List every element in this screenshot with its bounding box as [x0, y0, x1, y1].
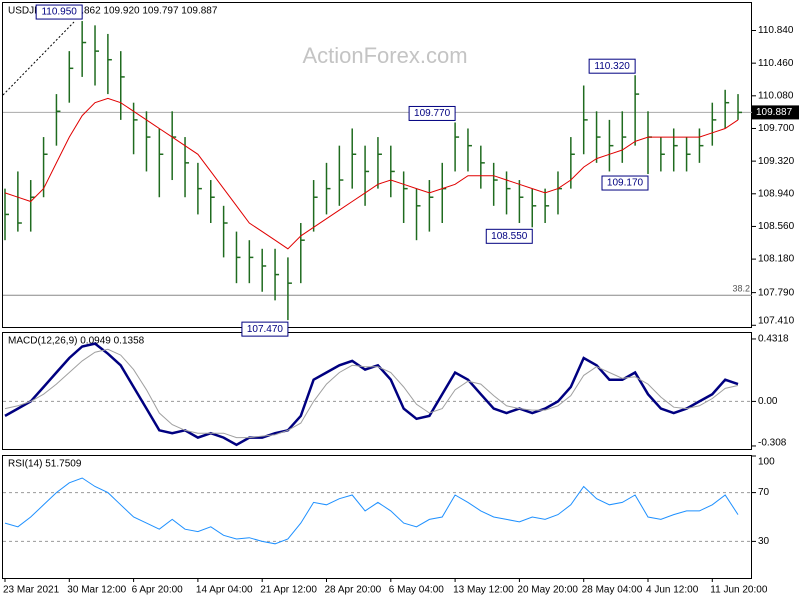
y-tick-label: 109.700: [758, 123, 795, 134]
y-tick-label: 110.080: [758, 90, 794, 101]
x-tick-label: 4 Jun 12:00: [646, 585, 699, 596]
annotation-box: [408, 105, 456, 121]
y-tick-label: 100: [758, 457, 775, 468]
annotation-box: [601, 175, 649, 191]
indicator-line: [4, 342, 739, 447]
annotation-box: [35, 4, 83, 20]
fib-label: 38.2: [732, 284, 750, 294]
annotation-label: 110.320: [594, 61, 630, 72]
x-tick-label: 28 May 04:00: [582, 585, 643, 596]
y-tick-label: 0.00: [758, 396, 778, 407]
y-tick-label: 0.4318: [758, 334, 789, 345]
annotation-box: [588, 58, 636, 74]
x-tick-label: 20 May 20:00: [517, 585, 578, 596]
y-tick-label: 70: [758, 487, 770, 498]
x-tick-label: 23 Mar 2021: [3, 585, 60, 596]
x-tick-label: 21 Apr 12:00: [260, 585, 317, 596]
price-panel: [2, 2, 752, 328]
indicator-line: [4, 477, 739, 545]
indicator-line: [4, 348, 739, 439]
y-tick-label: 108.940: [758, 188, 795, 199]
x-tick-label: 13 May 12:00: [453, 585, 514, 596]
x-tick-label: 6 May 04:00: [389, 585, 444, 596]
y-tick-label: 110.840: [758, 25, 794, 36]
panel-title: RSI(14) 51.7509: [8, 459, 82, 470]
x-tick-label: 30 Mar 12:00: [67, 585, 126, 596]
annotation-box: [241, 321, 289, 337]
annotation-label: 109.170: [607, 178, 644, 189]
last-price-label: 109.887: [756, 107, 793, 118]
annotation-label: 108.550: [491, 231, 528, 242]
y-tick-label: -0.308: [758, 438, 787, 449]
y-tick-label: 109.320: [758, 156, 795, 167]
trend-line: [2, 21, 75, 96]
x-tick-label: 6 Apr 20:00: [132, 585, 184, 596]
y-tick-label: 30: [758, 536, 770, 547]
macd-panel: [2, 332, 752, 450]
y-tick-label: 107.790: [758, 287, 795, 298]
y-tick-label: 108.180: [758, 254, 795, 265]
y-tick-label: 110.460: [758, 58, 794, 69]
annotation-label: 110.950: [41, 7, 77, 18]
panel-title: USDJPY,H4 109.862 109.920 109.797 109.88…: [8, 6, 218, 17]
y-tick-label: 108.560: [758, 221, 795, 232]
x-tick-label: 28 Apr 20:00: [325, 585, 382, 596]
x-tick-label: 11 Jun 20:00: [710, 585, 768, 596]
last-price-box: [752, 105, 799, 120]
annotation-label: 107.470: [247, 324, 284, 335]
watermark: ActionForex.com: [302, 43, 467, 68]
y-tick-label: 107.410: [758, 316, 795, 327]
annotation-box: [485, 228, 533, 244]
x-tick-label: 14 Apr 04:00: [196, 585, 253, 596]
moving-average: [4, 97, 739, 250]
panel-title: MACD(12,26,9) 0.0949 0.1358: [8, 336, 145, 347]
annotation-label: 109.770: [414, 108, 451, 119]
rsi-panel: [2, 455, 752, 579]
